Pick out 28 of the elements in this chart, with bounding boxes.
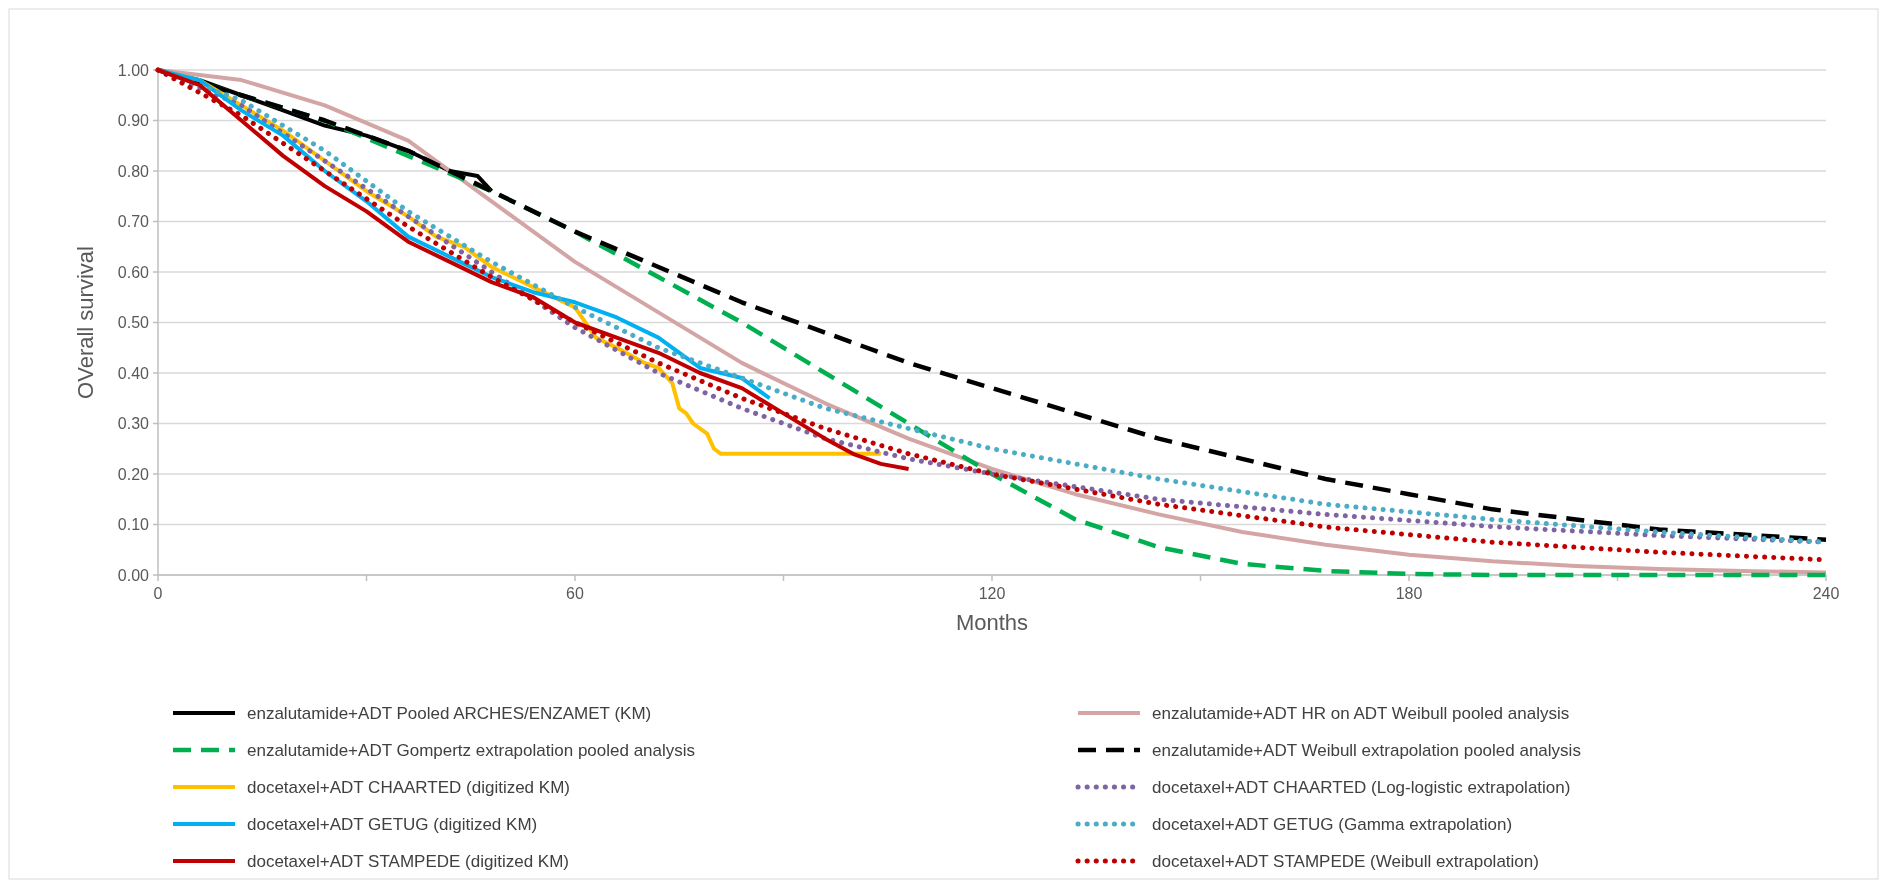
legend-label: docetaxel+ADT CHAARTED (digitized KM) xyxy=(247,777,570,797)
x-tick-label: 240 xyxy=(1812,585,1840,602)
legend-label: docetaxel+ADT GETUG (digitized KM) xyxy=(247,814,538,834)
x-tick-label: 120 xyxy=(978,585,1006,602)
x-tick-label: 60 xyxy=(566,585,584,602)
legend-label: enzalutamide+ADT HR on ADT Weibull pooled analysis xyxy=(1152,703,1570,723)
y-tick-label: 0.30 xyxy=(117,415,150,433)
legend-label: docetaxel+ADT STAMPEDE (Weibull extrapolation) xyxy=(1152,851,1539,871)
x-axis-title: Months xyxy=(955,610,1029,635)
y-tick-label: 0.40 xyxy=(117,364,150,382)
legend-label: docetaxel+ADT CHAARTED (Log-logistic extrapolation) xyxy=(1152,777,1571,797)
y-tick-label: 0.20 xyxy=(117,465,150,483)
y-tick-label: 0.00 xyxy=(117,566,150,584)
legend-label: enzalutamide+ADT Gompertz extrapolation pooled analysis xyxy=(247,740,696,760)
y-tick-label: 0.60 xyxy=(117,263,150,281)
legend-label: enzalutamide+ADT Pooled ARCHES/ENZAMET (KM) xyxy=(247,703,652,723)
x-tick-label: 180 xyxy=(1395,585,1423,602)
legend-label: enzalutamide+ADT Weibull extrapolation pooled analysis xyxy=(1152,740,1581,760)
y-axis-title: OVerall survival xyxy=(73,246,98,399)
y-tick-label: 0.10 xyxy=(117,516,150,534)
y-tick-label: 0.50 xyxy=(117,314,150,332)
y-tick-label: 0.70 xyxy=(117,213,150,231)
y-tick-label: 1.00 xyxy=(117,61,150,79)
y-tick-label: 0.90 xyxy=(117,112,150,130)
legend-label: docetaxel+ADT GETUG (Gamma extrapolation) xyxy=(1152,814,1513,834)
y-tick-label: 0.80 xyxy=(117,162,150,180)
x-tick-label: 0 xyxy=(153,585,163,602)
legend-label: docetaxel+ADT STAMPEDE (digitized KM) xyxy=(247,851,570,871)
